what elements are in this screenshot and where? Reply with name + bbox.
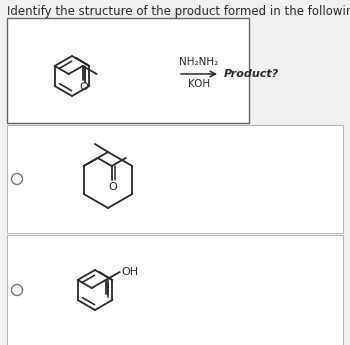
Bar [7, 235, 343, 345]
Text: Product?: Product? [224, 69, 279, 79]
Text: KOH: KOH [188, 79, 210, 89]
Text: Identify the structure of the product formed in the following reaction:: Identify the structure of the product fo… [7, 5, 350, 18]
Text: NH₂NH₂: NH₂NH₂ [179, 57, 219, 67]
Text: O: O [80, 82, 89, 92]
Bar [7, 18, 249, 123]
Bar [7, 125, 343, 233]
Text: OH: OH [122, 267, 139, 277]
Text: O: O [109, 182, 118, 192]
